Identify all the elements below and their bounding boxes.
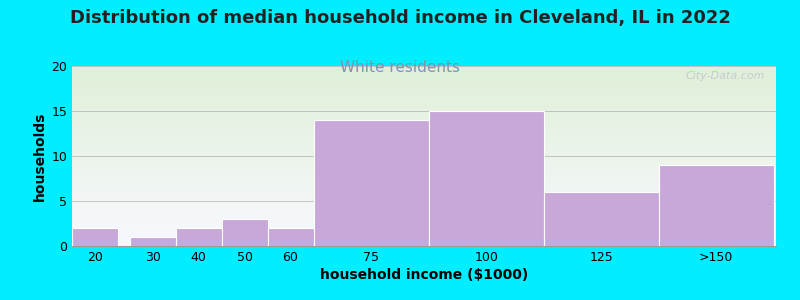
X-axis label: household income ($1000): household income ($1000) bbox=[320, 268, 528, 282]
Bar bbox=[429, 111, 544, 246]
Y-axis label: households: households bbox=[33, 111, 47, 201]
Bar bbox=[72, 228, 118, 246]
Text: White residents: White residents bbox=[340, 60, 460, 75]
Text: City-Data.com: City-Data.com bbox=[686, 71, 766, 81]
Bar bbox=[222, 219, 267, 246]
Bar bbox=[658, 165, 774, 246]
Text: Distribution of median household income in Cleveland, IL in 2022: Distribution of median household income … bbox=[70, 9, 730, 27]
Bar bbox=[130, 237, 175, 246]
Bar bbox=[314, 120, 429, 246]
Bar bbox=[544, 192, 658, 246]
Bar bbox=[267, 228, 314, 246]
Bar bbox=[175, 228, 222, 246]
